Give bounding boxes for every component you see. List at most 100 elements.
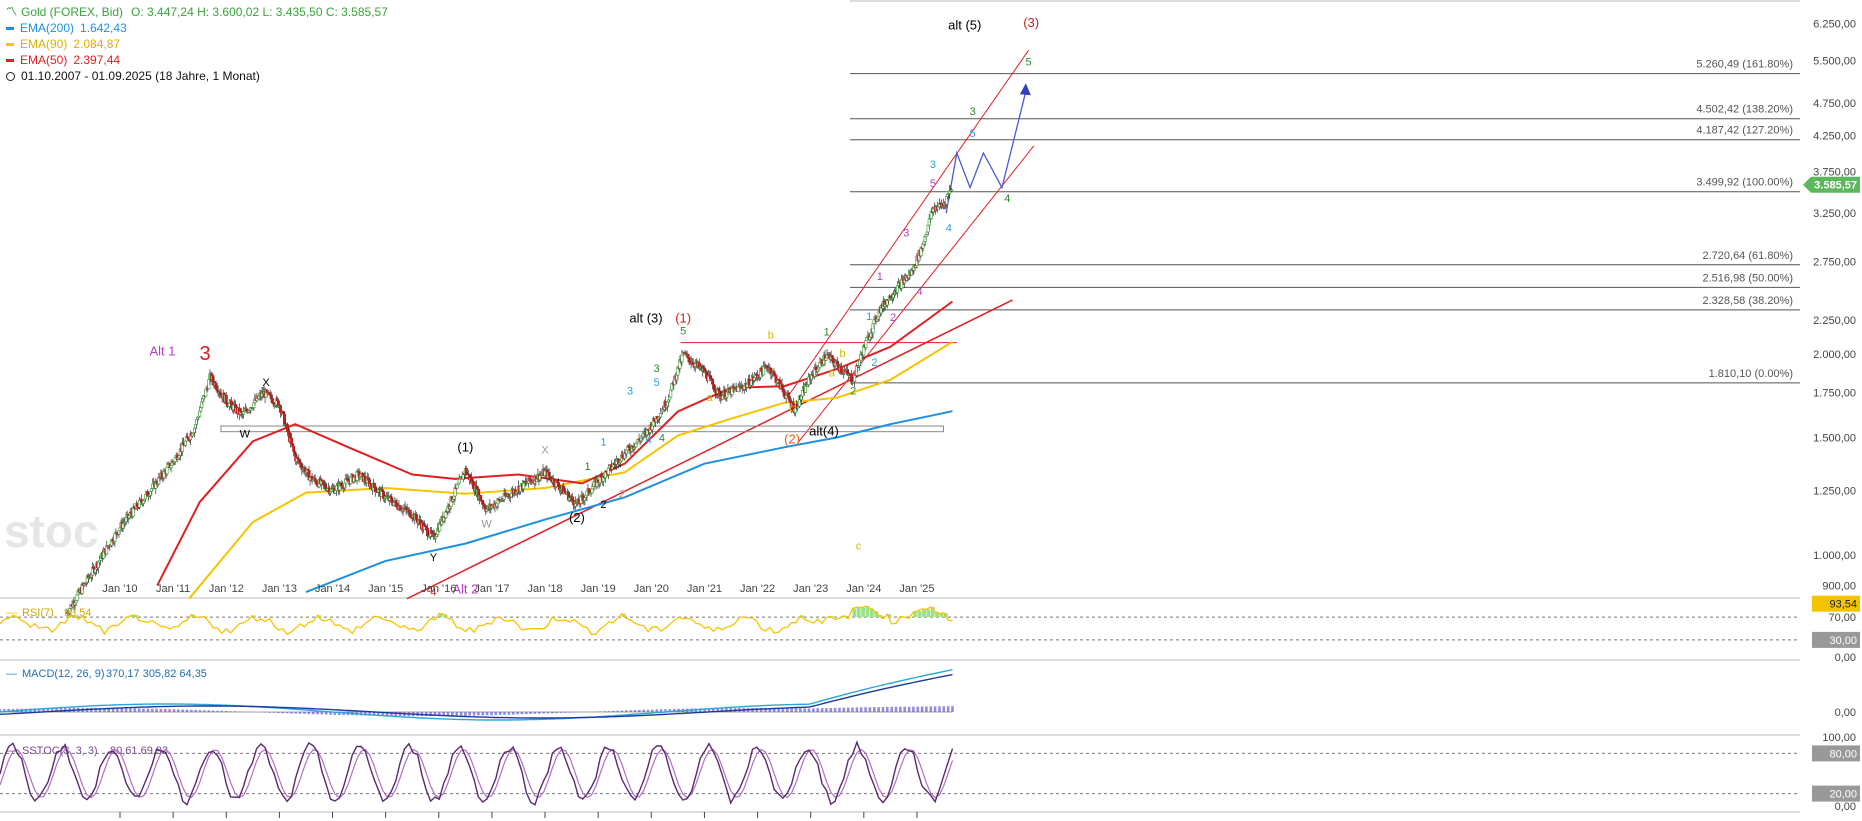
x-tick-label: Jan '16 (421, 583, 456, 595)
fib-level-label: 5.260,49 (161.80%) (1696, 59, 1793, 71)
wave-label: 4 (1004, 193, 1010, 205)
x-tick-label: Jan '24 (846, 583, 881, 595)
x-tick-label: Jan '15 (368, 583, 403, 595)
ema50-name: EMA(50) (20, 53, 68, 67)
wave-label: b (840, 348, 846, 360)
projection-arrow-icon (1019, 83, 1031, 96)
wave-label: alt (5) (948, 18, 981, 33)
x-tick-label: Jan '17 (474, 583, 509, 595)
wave-label: 5 (680, 325, 686, 337)
wave-label: 4 (946, 223, 952, 235)
ohlc-values: O: 3.447,24 H: 3.600,02 L: 3.435,50 C: 3… (131, 5, 388, 19)
macd-signal-line (0, 673, 953, 719)
sstoc-20-label: 20,00 (1829, 789, 1857, 801)
wave-label: 4 (659, 432, 665, 444)
candle-body (165, 466, 169, 475)
wave-label: 3 (930, 159, 936, 171)
y-tick-label: 3.250,00 (1813, 208, 1856, 220)
wave-label: X (541, 444, 549, 456)
wave-label: W (481, 518, 492, 530)
gold-icon: 〽 (6, 6, 17, 18)
wave-label: 2 (890, 312, 896, 324)
x-tick-label: Jan '22 (740, 583, 775, 595)
wave-label: Alt 2 (452, 582, 478, 597)
wave-label: 2 (600, 499, 606, 511)
last-price-label: 3.585,57 (1814, 180, 1857, 192)
y-tick-label: 1.500,00 (1813, 432, 1856, 444)
x-tick-label: Jan '18 (527, 583, 562, 595)
sstoc-value: 80,61 69,93 (110, 745, 168, 757)
macd-y-tick: 0,00 (1835, 707, 1856, 719)
legend-ema200[interactable]: EMA(200) 1.642,43 (6, 20, 388, 36)
fib-level-label: 2.516,98 (50.00%) (1702, 272, 1793, 284)
sstoc-80-badge (1812, 745, 1860, 762)
wave-label: 1 (824, 327, 830, 339)
y-tick-label: 3.750,00 (1813, 167, 1856, 179)
wave-label: 5 (930, 178, 936, 190)
candle-body (169, 465, 173, 468)
long-trendline (406, 299, 1013, 600)
wave-label: (3) (1023, 15, 1039, 30)
fib-level-label: 2.720,64 (61.80%) (1702, 250, 1793, 262)
legend-ema50[interactable]: EMA(50) 2.397,44 (6, 52, 388, 68)
wave-label: (2) (569, 510, 585, 525)
period-row[interactable]: 01.10.2007 - 01.09.2025 (18 Jahre, 1 Mon… (6, 68, 388, 84)
candle-body (141, 500, 145, 504)
watermark: stoc (4, 505, 99, 557)
sstoc-y-tick-bottom: 0,00 (1835, 801, 1856, 813)
candle-body (590, 488, 594, 494)
wave-label: 5 (1025, 56, 1031, 68)
wave-label: 1 (866, 311, 872, 323)
rsi-name: RSI(7) (22, 607, 54, 619)
rsi-30-badge-label: 30,00 (1829, 635, 1857, 647)
candle-body (290, 437, 294, 444)
wave-label: b (768, 329, 774, 341)
sstoc-20-badge (1812, 785, 1860, 802)
wave-label: 1 (584, 461, 590, 473)
wave-label: (2) (784, 431, 800, 446)
x-tick-label: Jan '19 (581, 583, 616, 595)
ema90-swatch (6, 42, 14, 46)
wave-label: 5 (970, 128, 976, 140)
y-tick-label: 1.250,00 (1813, 485, 1856, 497)
candle-body (864, 340, 868, 348)
rsi-y-tick: 70,00 (1828, 612, 1856, 624)
ema90-value: 2.084,87 (73, 37, 121, 51)
macd-value: 370,17 305,82 64,35 (106, 668, 207, 680)
wave-label: 2 (850, 385, 856, 397)
wave-label: 1 (877, 271, 883, 283)
sstoc-d-line (0, 748, 954, 799)
instrument-title: Gold (FOREX, Bid) (21, 5, 124, 19)
candle-body (372, 482, 376, 489)
legend-ema90[interactable]: EMA(90) 2.084,87 (6, 36, 388, 52)
rsi-overbought-fill (13, 606, 948, 618)
wave-label: 1 (600, 436, 606, 448)
last-price-badge (1803, 176, 1860, 193)
y-tick-label: 6.250,00 (1813, 19, 1856, 31)
y-tick-label: 1.000,00 (1813, 550, 1856, 562)
wave-label: 4 (430, 586, 436, 598)
wave-label: a (829, 368, 836, 380)
macd-swatch: — (6, 668, 17, 680)
wave-label: a (707, 392, 714, 404)
fib-level-label: 2.328,58 (38.20%) (1702, 295, 1793, 307)
fib-level-label: 1.810,10 (0.00%) (1709, 368, 1793, 380)
x-tick-label: Jan '13 (262, 583, 297, 595)
rsi-badge (1812, 595, 1860, 612)
rsi-y-tick: 0,00 (1835, 652, 1856, 664)
x-tick-label: Jan '14 (315, 583, 350, 595)
rsi-badge-label: 93,54 (1829, 599, 1857, 611)
clock-icon (6, 71, 15, 81)
x-tick-label: Jan '21 (687, 583, 722, 595)
chart-legend: 〽 Gold (FOREX, Bid) O: 3.447,24 H: 3.600… (6, 4, 388, 84)
sstoc-swatch: — (6, 745, 17, 757)
wave-label: (1) (675, 310, 691, 325)
x-tick-label: Jan '10 (102, 583, 137, 595)
candle-body (571, 496, 575, 501)
sstoc-k-line (0, 740, 954, 806)
x-tick-label: Jan '12 (209, 583, 244, 595)
y-tick-label: 4.250,00 (1813, 130, 1856, 142)
wave-label: X (262, 377, 270, 389)
ema200-value: 1.642,43 (80, 21, 127, 35)
